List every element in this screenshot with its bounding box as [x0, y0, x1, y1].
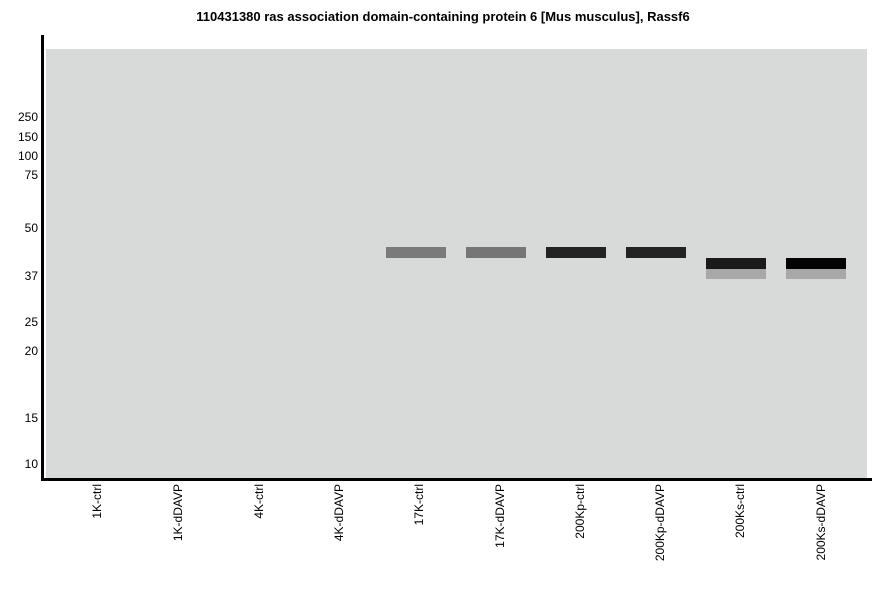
band-17K-ctrl-43kda [386, 247, 446, 258]
band-200Ks-dDAVP-40kda [786, 258, 846, 269]
lane-label-4K-dDAVP: 4K-dDAVP [332, 484, 346, 542]
mw-label-250: 250 [17, 110, 38, 124]
lane-label-200Ks-ctrl: 200Ks-ctrl [733, 484, 747, 539]
mw-label-20: 20 [24, 344, 38, 358]
lane-label-1K-dDAVP: 1K-dDAVP [171, 484, 185, 542]
mw-label-10: 10 [24, 457, 38, 471]
mw-label-150: 150 [17, 130, 38, 144]
band-200Ks-ctrl-37kda [706, 269, 766, 279]
lane-label-17K-ctrl: 17K-ctrl [412, 484, 426, 526]
lane-label-200Kp-ctrl: 200Kp-ctrl [573, 484, 587, 539]
mw-label-75: 75 [24, 168, 38, 182]
mw-label-100: 100 [17, 149, 38, 163]
band-200Kp-ctrl-43kda [546, 247, 606, 258]
band-200Ks-ctrl-40kda [706, 258, 766, 269]
band-200Kp-dDAVP-43kda [626, 247, 686, 258]
band-200Ks-dDAVP-37kda [786, 269, 846, 279]
lane-label-200Kp-dDAVP: 200Kp-dDAVP [653, 484, 667, 562]
chart-title: 110431380 ras association domain-contain… [196, 9, 690, 24]
mw-label-50: 50 [24, 221, 38, 235]
band-17K-dDAVP-43kda [466, 247, 526, 258]
mw-label-15: 15 [24, 411, 38, 425]
lane-label-200Ks-dDAVP: 200Ks-dDAVP [814, 484, 828, 561]
x-axis-line [41, 478, 872, 481]
lane-label-1K-ctrl: 1K-ctrl [90, 484, 104, 519]
mw-label-37: 37 [24, 269, 38, 283]
y-axis-line [41, 35, 44, 481]
mw-label-25: 25 [24, 315, 38, 329]
lane-label-4K-ctrl: 4K-ctrl [252, 484, 266, 519]
lane-label-17K-dDAVP: 17K-dDAVP [493, 484, 507, 548]
